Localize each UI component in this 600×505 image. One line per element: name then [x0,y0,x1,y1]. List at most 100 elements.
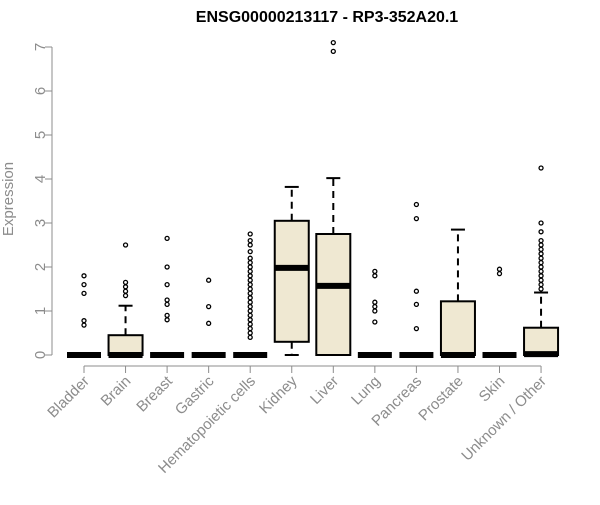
outlier-point [247,334,253,341]
outlier-point [247,255,253,261]
outlier-point [164,301,170,308]
outlier-point [247,286,253,292]
outlier-point [372,308,378,314]
outlier-point [81,290,87,297]
outlier-point [205,277,212,283]
x-tick-label: Prostate [415,373,467,425]
y-tick-label: 7 [32,43,49,51]
outlier-point [164,297,170,303]
outlier-point [330,48,336,55]
outlier-point [330,39,336,46]
outlier-point [538,237,544,244]
y-tick-label: 2 [32,263,49,271]
y-tick-label: 4 [32,175,49,183]
boxes-group [67,39,560,358]
box-pancreas [399,201,434,358]
outlier-point [247,259,253,266]
outlier-point [164,235,170,242]
outlier-point [247,237,253,244]
outlier-point [372,299,378,305]
outlier-point [164,312,170,319]
x-tick-label: Bladder [44,373,93,422]
outlier-point [247,303,253,310]
outlier-point [122,288,129,294]
outlier-point [247,325,253,332]
outlier-point [164,281,170,288]
box-liver [315,39,352,356]
box-unknown-other [523,165,560,358]
outlier-point [247,277,253,283]
iqr-box [523,326,560,357]
outlier-point [496,270,503,277]
outlier-point [247,308,253,314]
outlier-point [122,242,129,248]
outlier-point [122,279,129,286]
outlier-point [538,229,544,235]
outlier-point [538,242,544,248]
iqr-box [273,219,310,343]
outlier-point [247,273,253,279]
outlier-point [372,273,378,279]
outlier-point [122,284,129,290]
outlier-point [247,295,253,301]
box-bladder [67,273,101,358]
outlier-point [247,290,253,297]
outlier-point [247,231,253,237]
x-tick-label: Lung [348,373,384,409]
box-gastric [191,277,226,358]
outlier-point [372,303,378,310]
y-tick-label: 3 [32,219,49,227]
box-hematopoietic-cells [233,231,268,358]
outlier-point [413,325,420,332]
outlier-point [81,318,87,324]
outlier-point [413,288,420,294]
outlier-point [413,215,420,222]
outlier-point [538,277,544,283]
outlier-point [247,317,253,323]
outlier-point [538,273,544,279]
iqr-box [439,300,476,357]
box-prostate [439,228,476,358]
outlier-point [247,330,253,336]
box-lung [357,268,392,358]
y-tick-label: 6 [32,87,49,95]
box-skin [482,266,517,358]
outlier-point [247,268,253,275]
outlier-point [538,255,544,261]
y-axis-label: Expression [0,162,17,236]
box-breast [150,235,185,358]
chart-title: ENSG00000213117 - RP3-352A20.1 [196,9,459,26]
outlier-point [247,264,253,270]
x-tick-label: Breast [133,372,176,415]
outlier-point [372,319,378,325]
outlier-point [81,281,87,288]
outlier-point [413,301,420,308]
outlier-point [247,312,253,319]
outlier-point [538,281,544,288]
outlier-point [122,292,129,299]
outlier-point [247,299,253,305]
box-brain [107,242,144,358]
outlier-point [538,251,544,257]
y-tick-label: 5 [32,131,49,139]
outlier-point [164,264,170,270]
outlier-point [205,303,212,310]
outlier-point [164,317,170,323]
outlier-point [81,273,87,279]
outlier-point [538,246,544,253]
outlier-point [538,220,544,226]
outlier-point [247,248,253,255]
outlier-point [538,259,544,266]
outlier-point [413,201,420,208]
iqr-box [315,233,352,356]
x-tick-label: Liver [307,373,342,408]
outlier-point [247,281,253,288]
outlier-point [247,321,253,327]
outlier-point [538,264,544,270]
y-tick-label: 1 [32,307,49,315]
outlier-point [538,268,544,275]
outlier-point [205,320,212,326]
y-axis: 0 1 2 3 4 5 6 7 [32,43,53,359]
outlier-point [372,268,378,275]
